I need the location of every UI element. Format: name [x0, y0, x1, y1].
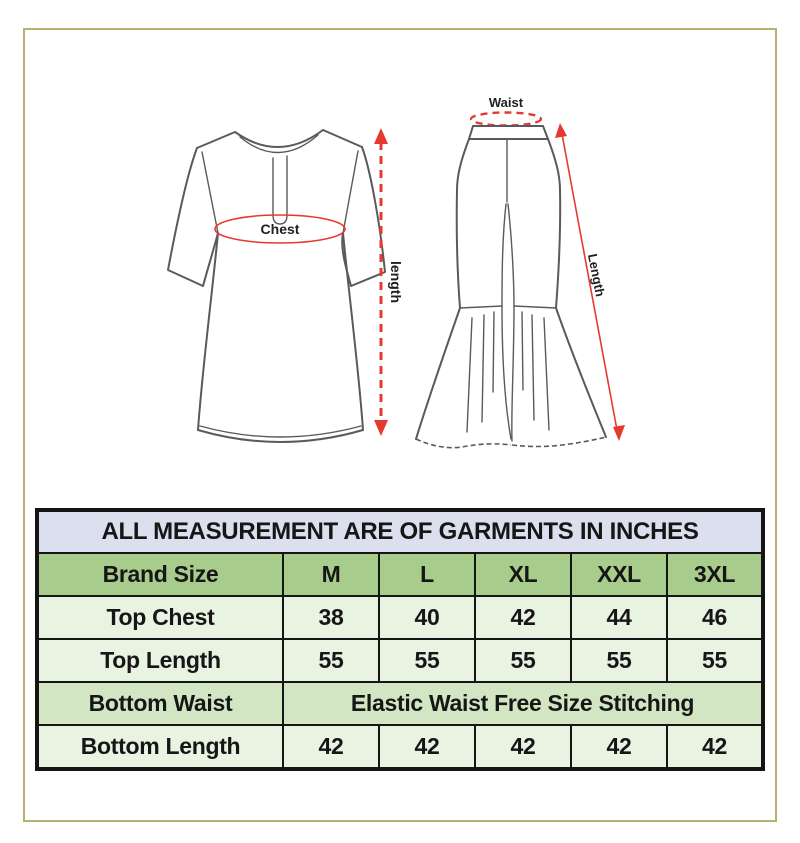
bottom-length-row: Bottom Length 42 42 42 42 42: [36, 724, 764, 770]
body-sides: [197, 232, 364, 431]
hem-inner: [199, 425, 362, 438]
right-leg-inner: [507, 203, 515, 442]
value-cell: 42: [282, 724, 380, 770]
value-cell: 42: [570, 724, 668, 770]
chest-ellipse: [214, 214, 346, 244]
hem-outer: [197, 429, 364, 443]
left-leg-outer: [455, 138, 470, 309]
waist-ellipse: [469, 111, 543, 127]
top-length-row: Top Length 55 55 55 55 55: [36, 638, 764, 683]
size-cell-xl: XL: [474, 552, 572, 597]
chest-label: Chest: [261, 221, 300, 237]
value-cell: 55: [282, 638, 380, 683]
right-sleeve: [341, 146, 386, 287]
right-flare-outer: [555, 307, 607, 438]
value-cell: 55: [378, 638, 476, 683]
value-cell: 40: [378, 595, 476, 640]
row-label-bottom-waist: Bottom Waist: [36, 681, 284, 726]
table-title: ALL MEASUREMENT ARE OF GARMENTS IN INCHE…: [36, 509, 764, 554]
value-cell: 55: [570, 638, 668, 683]
value-cell: 44: [570, 595, 668, 640]
bottom-length-arrow: [561, 133, 618, 431]
size-cell-xxl: XXL: [570, 552, 668, 597]
knee-seams: [459, 305, 557, 309]
bottom-garment-sketch: Waist Length: [415, 95, 625, 449]
value-cell: 38: [282, 595, 380, 640]
value-cell: 55: [666, 638, 764, 683]
right-leg-outer: [547, 138, 562, 309]
right-hem: [511, 436, 607, 448]
arrow-down-icon: [613, 425, 625, 441]
value-cell: 42: [474, 595, 572, 640]
value-cell: 46: [666, 595, 764, 640]
row-label-bottom-length: Bottom Length: [36, 724, 284, 770]
collar-inner: [239, 134, 319, 154]
top-garment-sketch: Chest length: [167, 128, 404, 443]
size-cell-3xl: 3XL: [666, 552, 764, 597]
value-cell: 55: [474, 638, 572, 683]
arrow-up-icon: [374, 128, 388, 144]
row-label-top-chest: Top Chest: [36, 595, 284, 640]
top-length-label: length: [388, 261, 404, 303]
brand-size-row: Brand Size M L XL XXL 3XL: [36, 552, 764, 597]
row-label-top-length: Top Length: [36, 638, 284, 683]
arrow-down-icon: [374, 420, 388, 436]
bottom-waist-row: Bottom Waist Elastic Waist Free Size Sti…: [36, 681, 764, 726]
left-drape-lines: [466, 311, 495, 433]
waistband: [468, 125, 549, 140]
bottom-waist-merged-cell: Elastic Waist Free Size Stitching: [282, 681, 764, 726]
value-cell: 42: [474, 724, 572, 770]
table-title-row: ALL MEASUREMENT ARE OF GARMENTS IN INCHE…: [36, 509, 764, 554]
sleeve-seams: [201, 150, 359, 234]
arrow-up-icon: [555, 123, 567, 138]
collar-outer: [234, 129, 324, 148]
value-cell: 42: [666, 724, 764, 770]
top-chest-row: Top Chest 38 40 42 44 46: [36, 595, 764, 640]
size-cell-m: M: [282, 552, 380, 597]
left-leg-inner: [501, 203, 512, 440]
waist-label: Waist: [489, 95, 524, 110]
placket: [272, 155, 288, 225]
size-cell-l: L: [378, 552, 476, 597]
left-hem: [415, 438, 512, 449]
shoulder-lines: [196, 129, 363, 149]
left-flare-outer: [415, 307, 461, 440]
value-cell: 42: [378, 724, 476, 770]
row-label-brand-size: Brand Size: [36, 552, 284, 597]
measurement-table: ALL MEASUREMENT ARE OF GARMENTS IN INCHE…: [35, 508, 765, 771]
left-sleeve: [167, 147, 219, 287]
right-drape-lines: [521, 311, 550, 431]
